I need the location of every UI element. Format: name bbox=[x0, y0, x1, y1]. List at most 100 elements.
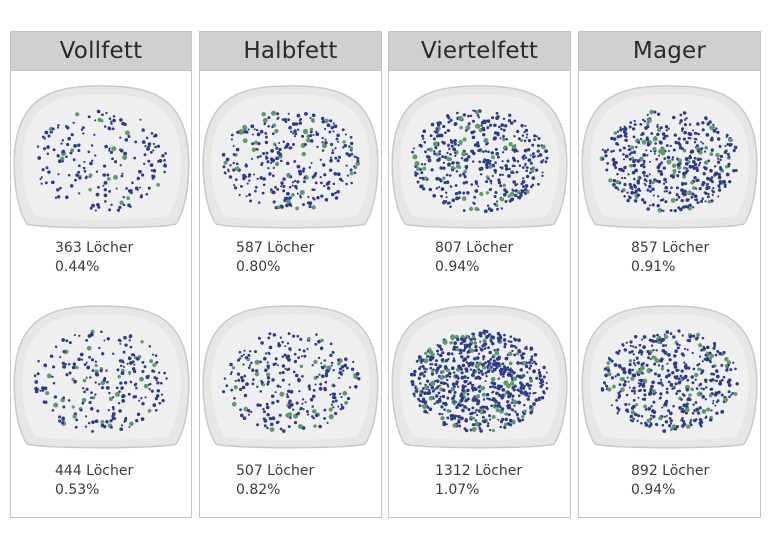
hole-dot bbox=[692, 367, 696, 371]
hole-dot bbox=[659, 381, 663, 385]
hole-dot bbox=[534, 362, 538, 366]
hole-dot bbox=[435, 147, 438, 150]
hole-dot bbox=[715, 127, 718, 130]
panel-title: Vollfett bbox=[11, 32, 191, 71]
hole-dot bbox=[717, 390, 721, 394]
hole-dot bbox=[668, 358, 672, 362]
hole-dot bbox=[527, 158, 532, 162]
hole-dot bbox=[504, 167, 509, 171]
hole-dot bbox=[456, 385, 460, 388]
hole-dot bbox=[498, 394, 502, 397]
hole-dot bbox=[242, 176, 246, 181]
hole-dot bbox=[445, 423, 448, 426]
hole-dot bbox=[256, 155, 260, 159]
hole-dot bbox=[269, 427, 275, 432]
hole-dot bbox=[71, 405, 75, 409]
hole-dot bbox=[666, 155, 671, 160]
hole-dot bbox=[127, 370, 132, 375]
hole-dot bbox=[68, 341, 72, 345]
hole-dot bbox=[446, 408, 451, 413]
hole-dot bbox=[243, 349, 246, 352]
hole-dot bbox=[720, 410, 725, 414]
hole-dot bbox=[454, 154, 457, 158]
hole-dot bbox=[287, 112, 290, 115]
hole-dot bbox=[270, 162, 273, 165]
hole-dot bbox=[295, 187, 298, 190]
hole-percent: 0.82% bbox=[236, 482, 281, 498]
hole-dot bbox=[500, 123, 505, 127]
hole-dot bbox=[439, 375, 444, 380]
hole-dot bbox=[462, 209, 466, 212]
hole-dot bbox=[328, 168, 333, 172]
hole-dot bbox=[707, 159, 711, 163]
hole-dot bbox=[665, 190, 668, 193]
hole-dot bbox=[335, 137, 339, 141]
hole-dot bbox=[717, 188, 722, 192]
hole-dot bbox=[438, 364, 442, 369]
hole-dot bbox=[729, 368, 733, 372]
hole-dot bbox=[666, 369, 670, 373]
hole-dot bbox=[449, 341, 453, 345]
hole-dot bbox=[126, 362, 129, 365]
hole-dot bbox=[103, 376, 107, 380]
hole-dot bbox=[271, 416, 276, 421]
hole-count: 587 Löcher bbox=[236, 240, 315, 256]
hole-dot bbox=[503, 380, 509, 386]
hole-dot bbox=[72, 158, 76, 162]
hole-dot bbox=[250, 157, 253, 160]
hole-dot bbox=[240, 354, 243, 358]
hole-dot bbox=[632, 135, 636, 139]
sample-stats: 444 Löcher 0.53% bbox=[55, 462, 133, 500]
hole-dot bbox=[643, 393, 647, 397]
sample-stats: 892 Löcher 0.94% bbox=[631, 462, 709, 500]
hole-dot bbox=[507, 351, 513, 357]
hole-dot bbox=[691, 381, 695, 385]
hole-dot bbox=[309, 127, 314, 132]
hole-dot bbox=[331, 149, 334, 152]
hole-dot bbox=[240, 375, 244, 380]
hole-dot bbox=[667, 353, 671, 357]
hole-dot bbox=[414, 173, 418, 177]
hole-dot bbox=[120, 386, 124, 390]
hole-dot bbox=[262, 151, 266, 156]
hole-dot bbox=[663, 415, 666, 418]
hole-dot bbox=[339, 392, 342, 395]
hole-dot bbox=[326, 421, 329, 424]
hole-dot bbox=[458, 115, 464, 121]
hole-dot bbox=[254, 189, 257, 193]
hole-dot bbox=[299, 337, 303, 341]
hole-dot bbox=[505, 137, 508, 141]
hole-dot bbox=[292, 334, 296, 338]
hole-dot bbox=[497, 387, 501, 391]
hole-dot bbox=[161, 154, 165, 158]
hole-dot bbox=[355, 372, 360, 376]
hole-dot bbox=[714, 379, 717, 382]
hole-dot bbox=[615, 399, 618, 402]
hole-dot bbox=[607, 356, 611, 359]
hole-dot bbox=[651, 355, 656, 360]
hole-dot bbox=[641, 362, 644, 365]
hole-dot bbox=[138, 399, 141, 402]
hole-dot bbox=[618, 167, 621, 171]
hole-dot bbox=[467, 114, 470, 118]
hole-dot bbox=[667, 127, 670, 130]
hole-dot bbox=[722, 179, 726, 184]
hole-dot bbox=[286, 342, 290, 345]
hole-dot bbox=[424, 383, 427, 387]
hole-dot bbox=[716, 137, 721, 141]
hole-dot bbox=[527, 138, 532, 143]
hole-dot bbox=[442, 381, 446, 386]
hole-dot bbox=[423, 163, 427, 166]
hole-dot bbox=[52, 381, 56, 385]
hole-dot bbox=[482, 365, 487, 370]
hole-dot bbox=[345, 164, 348, 167]
hole-dot bbox=[618, 148, 622, 152]
hole-dot bbox=[529, 348, 532, 352]
hole-dot bbox=[684, 407, 690, 413]
hole-dot bbox=[51, 127, 55, 131]
hole-dot bbox=[540, 160, 544, 164]
hole-dot bbox=[439, 353, 443, 358]
hole-dot bbox=[471, 406, 475, 410]
hole-dot bbox=[541, 383, 544, 386]
hole-dot bbox=[479, 406, 482, 410]
